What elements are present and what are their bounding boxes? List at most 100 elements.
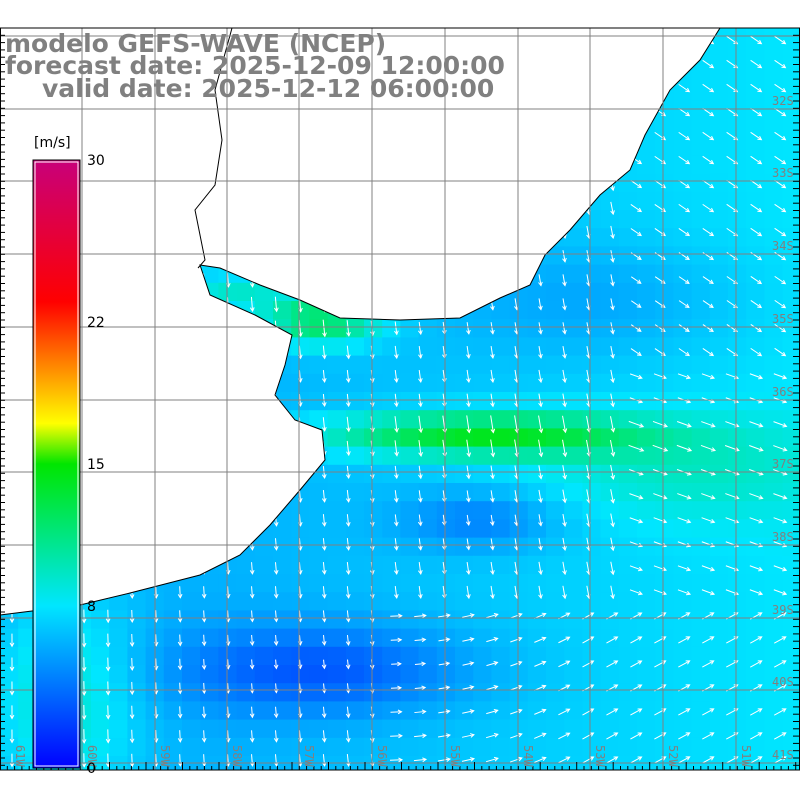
wind-arrow <box>177 538 183 551</box>
wind-arrow <box>9 106 15 119</box>
speed-cell <box>709 319 729 338</box>
speed-cell <box>418 701 438 721</box>
speed-cell <box>400 28 420 47</box>
speed-cell <box>109 483 128 502</box>
wind-arrow <box>129 538 135 551</box>
speed-cell <box>655 574 674 593</box>
wind-arrow <box>534 708 547 715</box>
speed-cell <box>728 483 747 502</box>
speed-cell <box>509 555 529 575</box>
wind-arrow <box>273 610 279 623</box>
speed-cell <box>0 683 19 702</box>
speed-cell <box>691 210 711 229</box>
speed-cell <box>527 574 547 593</box>
speed-cell <box>691 282 711 302</box>
speed-cell <box>182 592 201 611</box>
speed-cell <box>673 628 693 648</box>
speed-cell <box>527 446 547 466</box>
speed-cell <box>273 555 292 575</box>
wind-arrow <box>393 250 399 263</box>
speed-cell <box>546 319 565 338</box>
speed-cell <box>382 464 401 484</box>
speed-cell <box>254 665 274 684</box>
wind-arrow <box>33 106 39 119</box>
speed-cell <box>637 410 656 429</box>
speed-cell <box>418 410 438 429</box>
wind-arrow <box>9 226 15 239</box>
speed-cell <box>163 646 183 666</box>
wind-arrow <box>177 634 183 647</box>
wind-arrow <box>177 658 183 671</box>
speed-cell <box>127 464 147 484</box>
wind-arrow <box>321 610 327 623</box>
speed-cell <box>728 592 747 611</box>
speed-cell <box>291 373 310 393</box>
speed-cell <box>728 319 747 338</box>
wind-arrow <box>582 660 595 668</box>
speed-cell <box>564 555 583 575</box>
speed-cell <box>600 337 620 357</box>
speed-cell <box>309 191 329 211</box>
speed-cell <box>637 337 656 357</box>
speed-cell <box>455 410 474 429</box>
speed-cell <box>400 137 420 156</box>
speed-cell <box>546 555 565 575</box>
speed-cell <box>564 392 583 411</box>
speed-cell <box>0 137 19 156</box>
speed-cell <box>400 337 420 357</box>
speed-cell <box>582 555 602 575</box>
speed-cell <box>200 228 219 247</box>
speed-cell <box>746 282 765 302</box>
speed-cell <box>218 428 238 448</box>
speed-cell <box>18 628 37 648</box>
speed-cell <box>127 737 147 757</box>
lon-label: 58W <box>230 745 244 767</box>
speed-cell <box>254 464 274 484</box>
wind-arrow <box>322 296 327 313</box>
speed-cell <box>764 64 784 84</box>
speed-cell <box>546 737 565 757</box>
speed-cell <box>218 464 238 484</box>
speed-cell <box>618 355 638 375</box>
wind-arrow <box>562 561 567 576</box>
wind-arrow <box>701 493 716 500</box>
wind-arrow <box>486 637 499 643</box>
speed-cell <box>254 574 274 593</box>
wind-arrow <box>678 732 691 740</box>
wind-arrow <box>490 274 495 287</box>
speed-cell <box>127 683 147 702</box>
speed-cell <box>0 483 19 502</box>
speed-cell <box>600 446 620 466</box>
wind-arrow <box>129 106 135 119</box>
speed-cell <box>400 373 420 393</box>
speed-cell <box>473 373 492 393</box>
speed-cell <box>91 410 110 429</box>
speed-cell <box>600 392 620 411</box>
speed-cell <box>163 119 183 138</box>
speed-cell <box>218 319 238 338</box>
speed-cell <box>600 628 620 648</box>
wind-arrow <box>418 274 423 287</box>
speed-cell <box>491 464 511 484</box>
speed-cell <box>582 64 602 84</box>
speed-cell <box>782 665 800 684</box>
wind-arrow <box>390 709 403 715</box>
wind-arrow <box>774 107 787 117</box>
wind-arrow <box>418 129 423 144</box>
speed-cell <box>400 446 420 466</box>
speed-cell <box>364 592 383 611</box>
speed-cell <box>473 210 492 229</box>
speed-cell <box>182 555 201 575</box>
wind-arrow <box>750 347 763 357</box>
speed-cell <box>600 155 620 175</box>
wind-arrow <box>562 322 567 335</box>
wind-arrow <box>702 179 715 189</box>
speed-cell <box>182 683 201 702</box>
speed-cell <box>218 173 238 193</box>
speed-cell <box>655 719 674 739</box>
speed-cell <box>637 64 656 84</box>
speed-cell <box>182 665 201 684</box>
speed-cell <box>546 410 565 429</box>
speed-cell <box>709 665 729 684</box>
wind-arrow <box>510 684 523 691</box>
